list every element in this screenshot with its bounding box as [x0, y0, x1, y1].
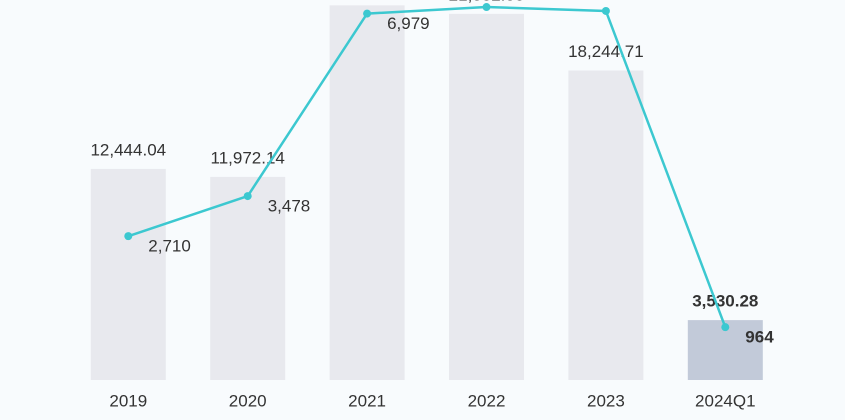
- line-point: [363, 9, 372, 18]
- line-point: [721, 323, 730, 332]
- line-value-label: 6,979: [387, 14, 430, 33]
- bar: [210, 176, 286, 380]
- line-point: [482, 3, 491, 12]
- bar-value-label: 3,530.28: [692, 292, 758, 311]
- bar-value-label: 11,972.14: [211, 148, 285, 167]
- x-tick-label: 2020: [229, 391, 267, 410]
- bar: [90, 168, 166, 380]
- bar: [568, 70, 644, 381]
- line-value-label: 3,478: [268, 197, 311, 216]
- bar-value-label: 21,582.55: [449, 0, 525, 4]
- bar: [329, 5, 405, 381]
- bar-value-label: 12,444.04: [90, 140, 166, 159]
- line: [127, 5, 727, 328]
- x-tick-label: 2019: [109, 391, 147, 410]
- line-value-label: 964: [745, 328, 774, 347]
- line-point: [243, 192, 252, 201]
- x-tick-label: 2021: [348, 391, 386, 410]
- line-point: [601, 6, 610, 15]
- x-tick-label: 2022: [468, 391, 506, 410]
- bar: [449, 13, 524, 380]
- x-tick-label: 2024Q1: [695, 391, 756, 410]
- line-point: [124, 232, 133, 241]
- bar-value-label: 18,244.71: [568, 42, 644, 61]
- line-value-label: 2,710: [148, 237, 191, 256]
- x-tick-label: 2023: [587, 391, 625, 410]
